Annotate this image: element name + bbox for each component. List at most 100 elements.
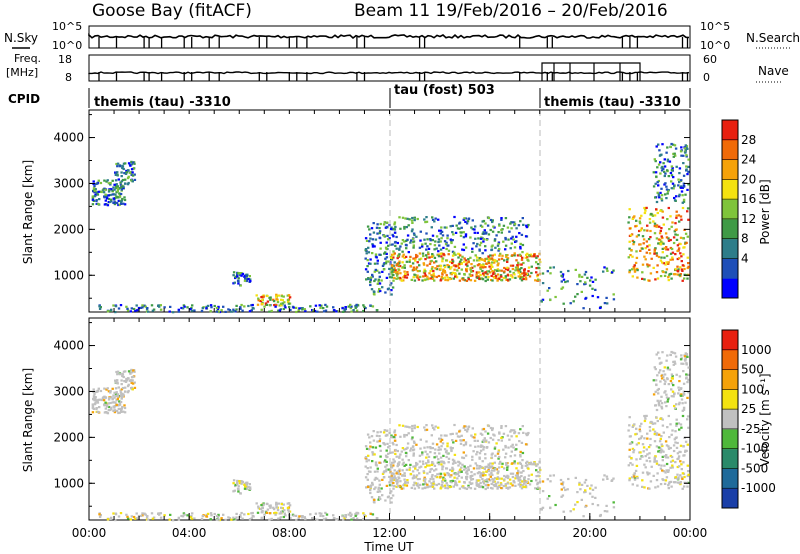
nsky-tick-top: 10^5 bbox=[52, 20, 82, 33]
power-cell bbox=[642, 238, 646, 241]
power-cell bbox=[658, 232, 662, 235]
power-cell bbox=[675, 228, 678, 231]
power-cell bbox=[439, 229, 443, 232]
power-cell bbox=[260, 308, 263, 311]
power-cell bbox=[541, 272, 545, 275]
power-cell bbox=[654, 160, 657, 163]
velocity-cell bbox=[480, 466, 483, 469]
velocity-cell bbox=[628, 455, 631, 458]
velocity-cell bbox=[637, 442, 640, 445]
velocity-cell bbox=[392, 481, 395, 485]
power-cell bbox=[482, 240, 485, 243]
power-cell bbox=[127, 169, 130, 172]
power-cell bbox=[115, 191, 118, 194]
power-cell bbox=[91, 196, 95, 199]
velocity-cell bbox=[118, 373, 122, 376]
velocity-cell bbox=[486, 481, 489, 484]
velocity-cell bbox=[294, 514, 298, 517]
velocity-cell bbox=[659, 483, 663, 486]
velocity-cell bbox=[369, 484, 373, 487]
velocity-cell bbox=[124, 386, 127, 389]
velocity-cell bbox=[509, 455, 512, 458]
velocity-cell bbox=[519, 478, 522, 481]
velocity-cell bbox=[109, 391, 112, 394]
power-cell bbox=[115, 162, 118, 166]
velocity-cell bbox=[504, 425, 508, 428]
power-cell bbox=[393, 276, 396, 280]
velocity-cell bbox=[453, 476, 456, 479]
beam-date-title: Beam 11 19/Feb/2016 – 20/Feb/2016 bbox=[354, 1, 668, 21]
velocity-cell bbox=[510, 445, 513, 448]
power-cell bbox=[676, 244, 680, 247]
velocity-cell bbox=[664, 380, 667, 383]
velocity-cell bbox=[366, 478, 369, 481]
velocity-cell bbox=[672, 384, 675, 387]
power-cell bbox=[410, 278, 413, 281]
power-cell bbox=[655, 208, 658, 211]
power-cell bbox=[390, 293, 393, 296]
velocity-cell bbox=[431, 424, 434, 427]
velocity-cell bbox=[431, 485, 435, 488]
power-cell bbox=[406, 271, 409, 274]
velocity-cell bbox=[546, 478, 549, 481]
power-cell bbox=[248, 310, 252, 313]
power-cell bbox=[344, 306, 347, 309]
power-cell bbox=[286, 294, 289, 297]
velocity-cell bbox=[311, 517, 314, 520]
velocity-cell bbox=[504, 456, 507, 459]
power-cell bbox=[270, 309, 273, 312]
velocity-cell bbox=[390, 474, 393, 477]
power-cell bbox=[677, 195, 681, 198]
velocity-cell bbox=[116, 370, 120, 373]
power-cell bbox=[206, 304, 210, 307]
power-cell bbox=[426, 278, 429, 281]
power-cell bbox=[416, 255, 419, 258]
power-cell bbox=[427, 253, 430, 256]
velocity-cell bbox=[352, 517, 355, 520]
velocity-cell bbox=[639, 451, 642, 454]
power-cell bbox=[99, 181, 103, 185]
power-cell bbox=[686, 235, 689, 238]
velocity-cell bbox=[665, 454, 668, 457]
velocity-cell bbox=[410, 438, 414, 441]
velocity-cell bbox=[656, 419, 659, 423]
velocity-cell bbox=[379, 455, 382, 458]
power-cell bbox=[584, 270, 588, 274]
power-cell bbox=[301, 307, 304, 310]
velocity-cell bbox=[396, 482, 399, 485]
velocity-cell bbox=[519, 428, 522, 431]
power-cell bbox=[441, 234, 445, 237]
velocity-cell bbox=[426, 446, 429, 449]
velocity-cell bbox=[517, 483, 520, 486]
power-cell bbox=[670, 247, 674, 251]
x-tick-label: 12:00 bbox=[372, 526, 407, 540]
velocity-cell bbox=[494, 454, 497, 457]
velocity-cell bbox=[378, 479, 381, 482]
velocity-cell bbox=[627, 429, 630, 432]
velocity-cell bbox=[112, 405, 115, 408]
power-cell bbox=[490, 245, 493, 248]
colorbar-tick-label: 500 bbox=[741, 363, 764, 377]
power-cell bbox=[644, 258, 647, 261]
velocity-cell bbox=[111, 401, 114, 404]
velocity-cell bbox=[381, 494, 384, 497]
power-cell bbox=[117, 178, 120, 181]
velocity-cell bbox=[240, 511, 243, 515]
velocity-cell bbox=[640, 435, 643, 438]
velocity-cell bbox=[93, 403, 97, 406]
velocity-cell bbox=[461, 456, 464, 459]
velocity-cell bbox=[265, 511, 269, 514]
y-tick-label: 1000 bbox=[53, 268, 84, 282]
velocity-cell bbox=[426, 453, 429, 456]
power-cell bbox=[224, 310, 227, 313]
power-cell bbox=[676, 233, 679, 237]
power-cell bbox=[385, 241, 388, 244]
velocity-cell bbox=[552, 474, 555, 477]
power-cell bbox=[536, 273, 539, 276]
power-cell bbox=[403, 240, 406, 243]
velocity-cell bbox=[648, 452, 651, 455]
colorbar-tick-label: 24 bbox=[741, 153, 756, 167]
velocity-cell bbox=[180, 514, 183, 518]
power-cell bbox=[591, 287, 594, 290]
velocity-cell bbox=[136, 517, 139, 520]
